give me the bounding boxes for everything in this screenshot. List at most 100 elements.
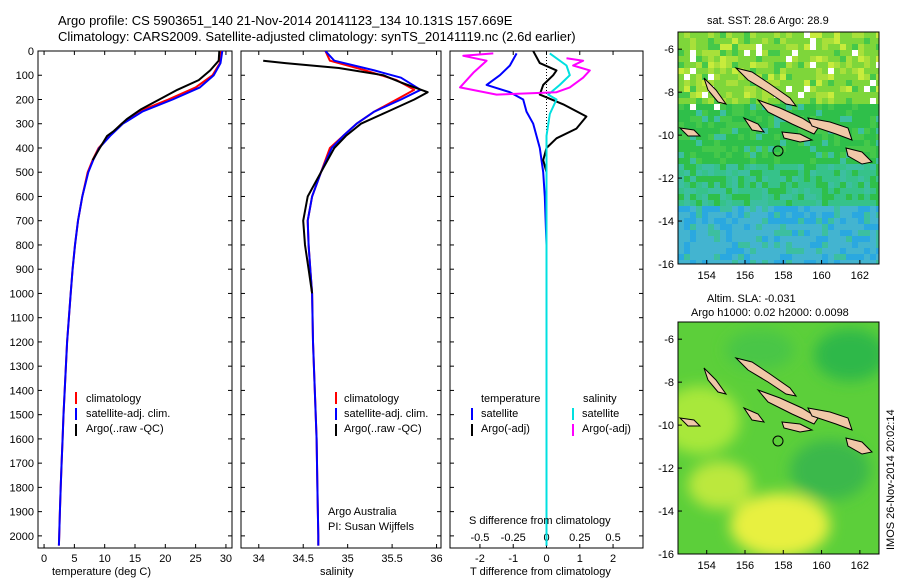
- sst-cell: [786, 218, 792, 224]
- island-malaita: [807, 407, 853, 431]
- sst-cell: [690, 32, 696, 38]
- sst-cell: [756, 176, 762, 182]
- sst-cell: [798, 158, 804, 164]
- sst-cell: [690, 104, 696, 110]
- sst-cell: [744, 182, 750, 188]
- sst-cell: [684, 92, 690, 98]
- sst-cell: [864, 110, 870, 116]
- sst-cell: [870, 218, 876, 224]
- island-santa-isabel: [756, 98, 819, 135]
- sst-cell: [714, 158, 720, 164]
- sst-cell: [708, 206, 714, 212]
- sst-cell: [852, 230, 858, 236]
- sst-cell: [852, 176, 858, 182]
- sst-cell: [726, 182, 732, 188]
- series-temperature-satellite-adj-clim-: [57, 51, 224, 546]
- sst-cell: [876, 194, 879, 200]
- sst-cell: [720, 188, 726, 194]
- island-bougainville: [703, 77, 728, 105]
- sst-cell: [804, 248, 810, 254]
- sst-cell: [762, 200, 768, 206]
- sst-cell: [726, 206, 732, 212]
- sst-cell: [726, 68, 732, 74]
- map-y-tick-label: -16: [658, 259, 674, 271]
- sst-cell: [804, 206, 810, 212]
- sst-cell: [678, 152, 684, 158]
- sst-cell: [684, 254, 690, 260]
- sst-cell: [696, 260, 702, 264]
- y-tick-label: 1600: [10, 434, 34, 446]
- sst-cell: [774, 194, 780, 200]
- sst-cell: [858, 242, 864, 248]
- sst-cell: [828, 32, 834, 38]
- sst-cell: [876, 74, 879, 80]
- sst-cell: [684, 62, 690, 68]
- y-tick-label: 1900: [10, 507, 34, 519]
- sst-cell: [738, 182, 744, 188]
- sst-cell: [822, 128, 828, 134]
- sst-cell: [696, 32, 702, 38]
- sst-cell: [774, 74, 780, 80]
- sst-cell: [768, 206, 774, 212]
- sst-cell: [816, 248, 822, 254]
- sst-cell: [858, 74, 864, 80]
- sst-cell: [708, 92, 714, 98]
- sst-cell: [792, 140, 798, 146]
- sst-cell: [864, 104, 870, 110]
- sst-cell: [720, 128, 726, 134]
- x-tick-label: 10: [99, 553, 111, 565]
- sst-cell: [744, 38, 750, 44]
- sst-cell: [870, 236, 876, 242]
- sst-cell: [708, 242, 714, 248]
- sst-cell: [678, 170, 684, 176]
- sst-cell: [768, 260, 774, 264]
- legend-satellite: satellite-adj. clim.: [344, 408, 428, 420]
- sst-cell: [696, 218, 702, 224]
- pi-label: PI: Susan Wijffels: [328, 521, 414, 533]
- sst-cell: [846, 218, 852, 224]
- sst-cell: [714, 176, 720, 182]
- sst-cell: [786, 194, 792, 200]
- sst-cell: [804, 218, 810, 224]
- sst-cell: [840, 56, 846, 62]
- sst-cell: [828, 164, 834, 170]
- sst-cell: [696, 86, 702, 92]
- sst-cell: [738, 62, 744, 68]
- sst-cell: [834, 92, 840, 98]
- difference-legend: temperature salinity satellite Argo(-adj…: [471, 393, 631, 436]
- sst-cell: [804, 86, 810, 92]
- sst-cell: [858, 56, 864, 62]
- sst-cell: [768, 122, 774, 128]
- sst-cell: [726, 44, 732, 50]
- sst-cell: [822, 140, 828, 146]
- sst-cell: [678, 164, 684, 170]
- sst-cell: [756, 140, 762, 146]
- sst-cell: [678, 128, 684, 134]
- sst-cell: [702, 230, 708, 236]
- sst-cell: [726, 158, 732, 164]
- sst-cell: [690, 170, 696, 176]
- sst-cell: [750, 44, 756, 50]
- sst-cell: [858, 230, 864, 236]
- sst-cell: [834, 248, 840, 254]
- island-new-georgia: [742, 116, 766, 133]
- sst-cell: [876, 86, 879, 92]
- sst-cell: [768, 98, 774, 104]
- island-guadalcanal: [781, 421, 814, 433]
- sst-cell: [732, 206, 738, 212]
- sst-cell: [726, 194, 732, 200]
- sst-cell: [870, 260, 876, 264]
- sst-cell: [690, 122, 696, 128]
- sst-cell: [804, 50, 810, 56]
- sst-cell: [870, 44, 876, 50]
- sst-cell: [852, 218, 858, 224]
- sst-cell: [690, 164, 696, 170]
- sst-cell: [846, 50, 852, 56]
- s-diff-tick-label: 0.25: [569, 532, 590, 544]
- sst-cell: [810, 194, 816, 200]
- sst-cell: [828, 194, 834, 200]
- sst-cell: [786, 122, 792, 128]
- sst-cell: [876, 218, 879, 224]
- sst-cell: [780, 134, 786, 140]
- sst-cell: [762, 62, 768, 68]
